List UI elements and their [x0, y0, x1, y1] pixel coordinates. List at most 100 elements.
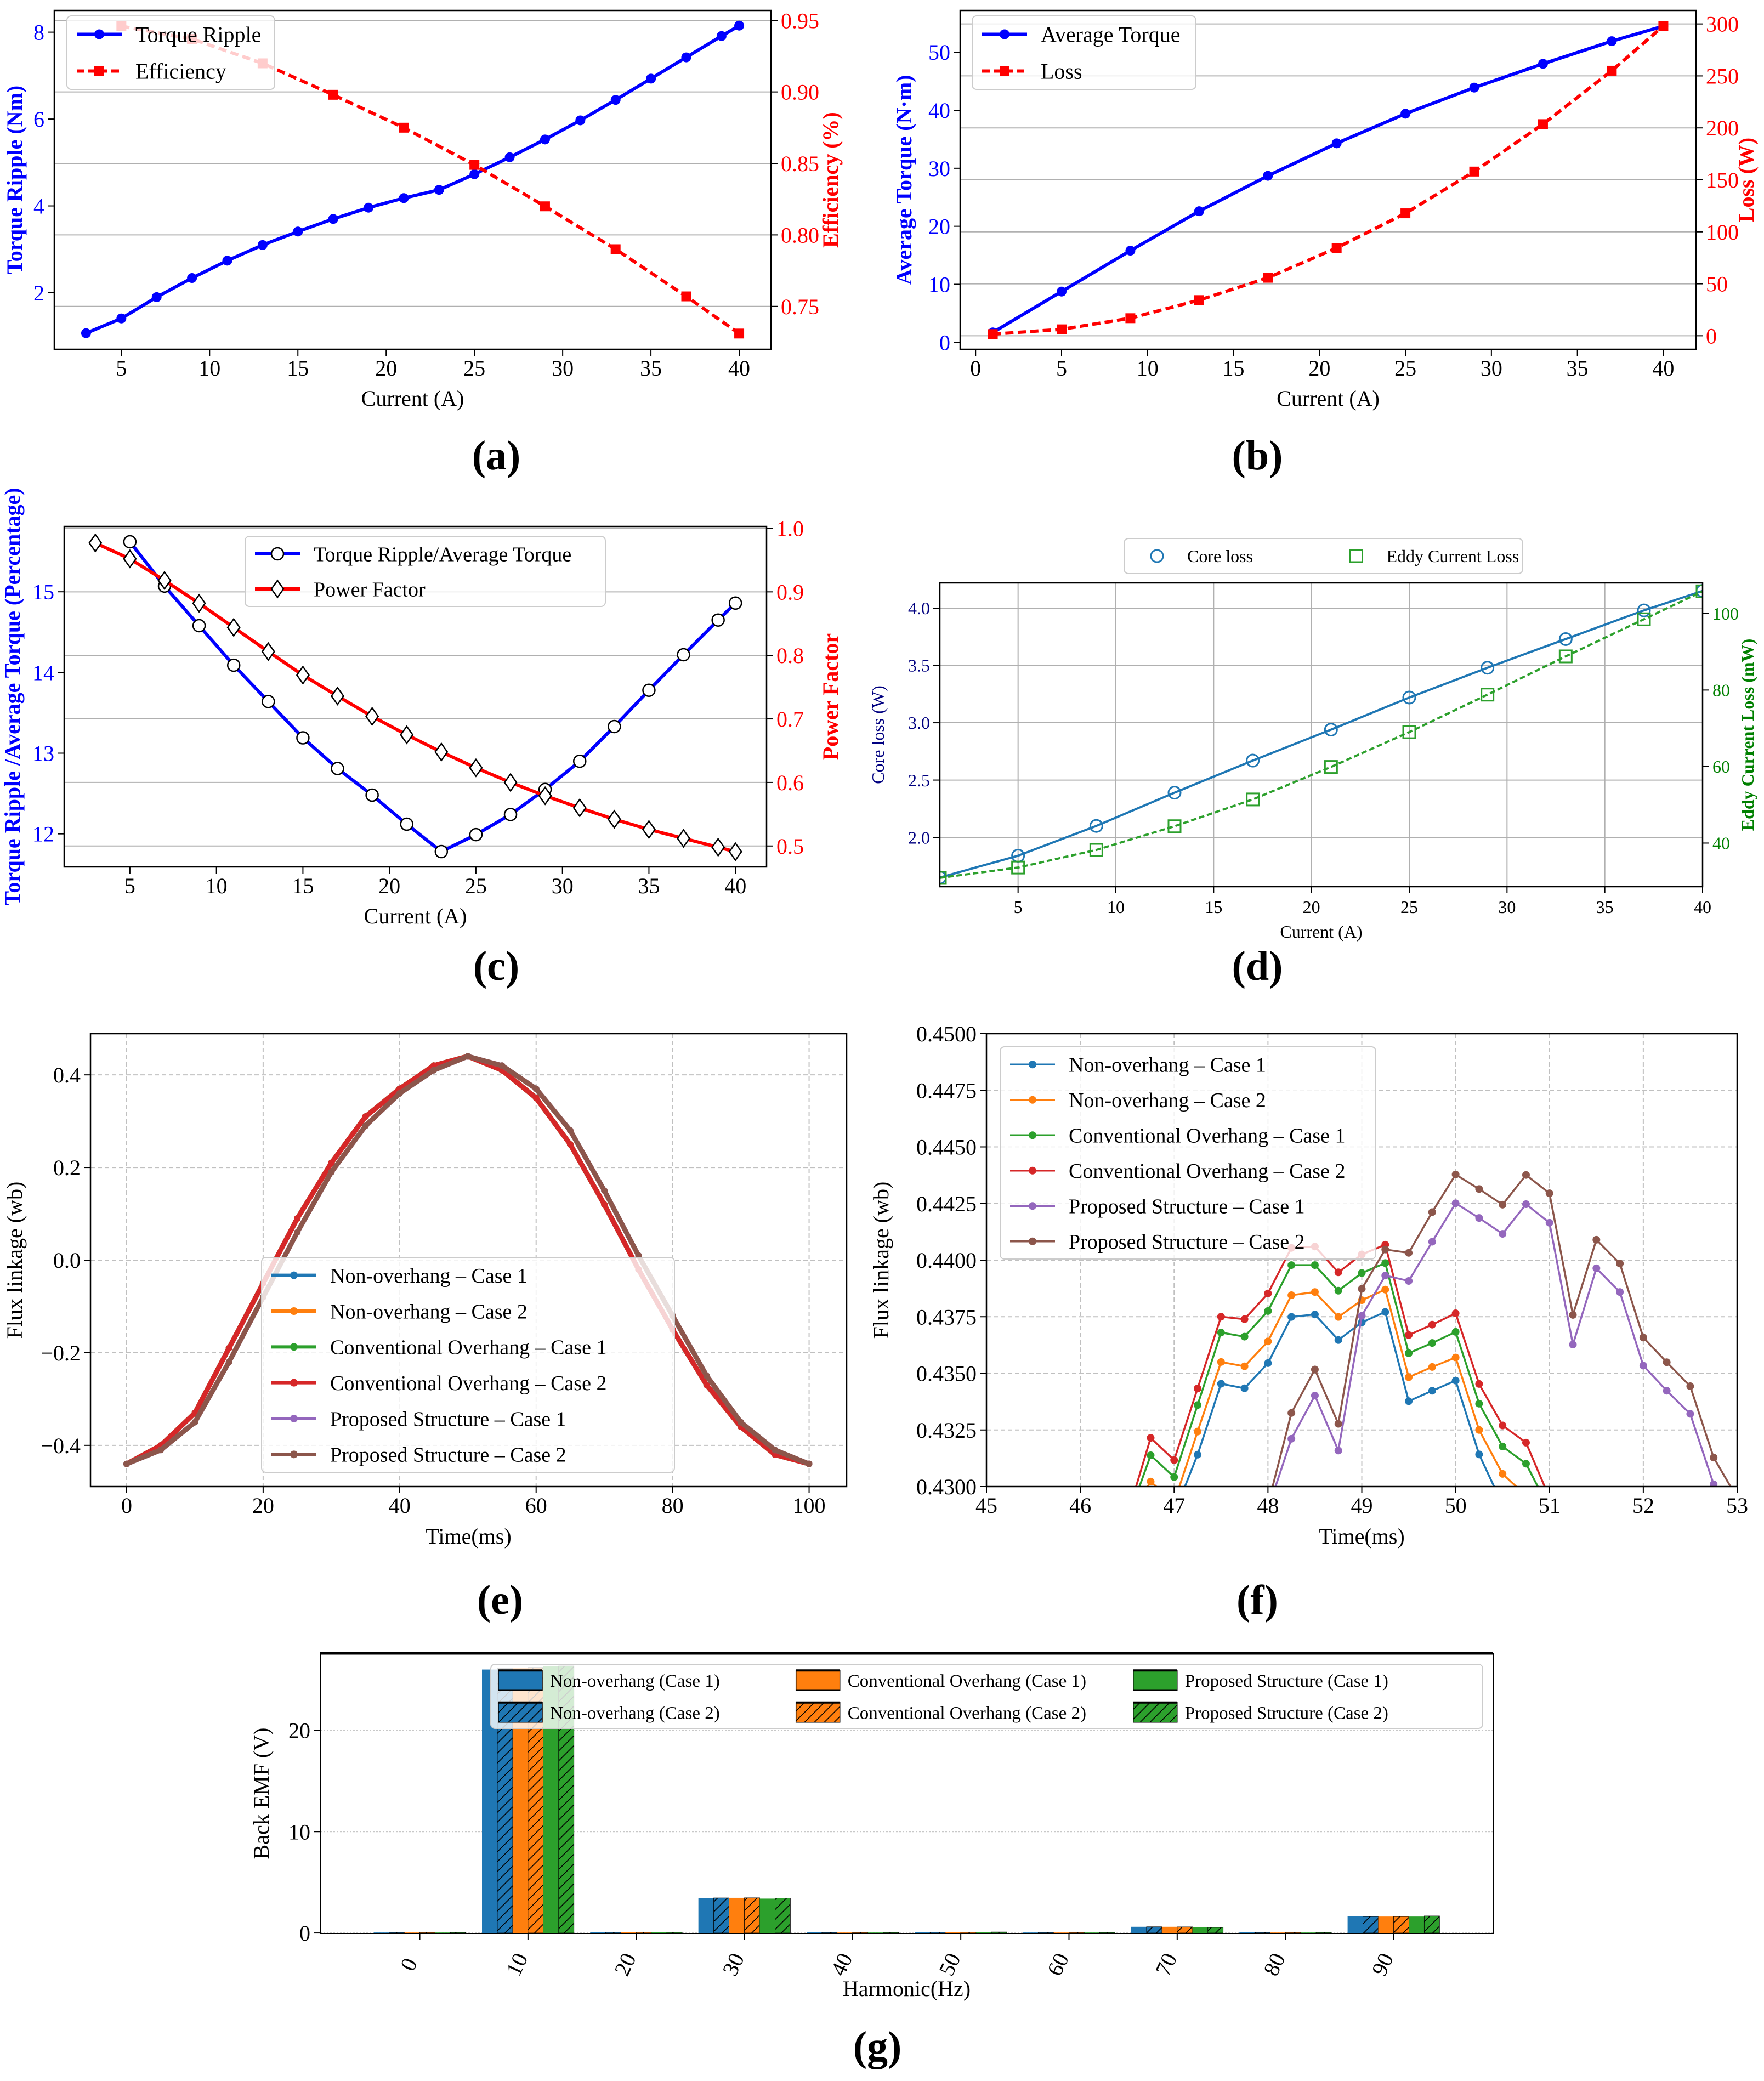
legend-item-core-loss: Core loss	[1150, 546, 1253, 566]
legend-item-torque-ripple-average-torque: Torque Ripple/Average Torque	[255, 543, 571, 566]
legend-marker	[290, 1307, 298, 1315]
legend-label: Proposed Structure – Case 2	[330, 1444, 566, 1467]
data-point-torque-ripple	[151, 292, 162, 302]
data-point-proposed-structure-case-1	[1381, 1272, 1389, 1280]
bar-conventional-overhang-case-1-90	[1378, 1916, 1394, 1933]
y-tick-label: 10	[288, 1819, 310, 1844]
data-point-eddy-current-loss	[1246, 792, 1260, 807]
bar-proposed-structure-case-2-70	[1207, 1927, 1224, 1933]
legend-label: Proposed Structure – Case 1	[330, 1408, 566, 1431]
data-point-proposed-structure-case-2	[1381, 1245, 1389, 1254]
subfigure-caption: (d)	[1232, 943, 1283, 989]
data-point-proposed-structure-case-2	[1311, 1365, 1319, 1374]
data-point-power-factor	[261, 642, 275, 661]
data-point-loss	[1607, 65, 1617, 76]
bar-conventional-overhang-case-1-80	[1270, 1932, 1286, 1933]
x-tick-label: 20	[1303, 897, 1320, 917]
data-point-power-factor	[469, 758, 483, 778]
data-point-torque-ripple	[364, 202, 374, 213]
x-tick-label: 100	[793, 1493, 826, 1518]
bar-conventional-overhang-case-1-40	[837, 1932, 853, 1933]
data-point-power-factor	[226, 617, 241, 637]
data-point-proposed-structure-case-2	[396, 1090, 403, 1097]
bar-proposed-structure-case-1-0	[435, 1932, 451, 1933]
legend-marker	[1349, 549, 1363, 563]
x-tick-label: 15	[1223, 356, 1245, 381]
data-point-core-loss	[1637, 603, 1651, 617]
data-point-torque-ripple	[222, 256, 232, 266]
subfigure-caption: (e)	[477, 1577, 523, 1623]
bar-conventional-overhang-case-1-30	[729, 1897, 745, 1933]
data-point-conventional-overhang-case-2	[1217, 1313, 1225, 1321]
x-tick-label: 15	[1205, 897, 1222, 917]
y-tick-label: 50	[928, 40, 950, 65]
chart-g: 0 10 20 30 40 50 60 70 80 9001020Harmonic(Hz)Back…	[249, 1652, 1494, 2069]
y-tick-label: 0.4450	[916, 1135, 977, 1160]
data-point-proposed-structure-case-2	[1522, 1171, 1530, 1179]
legend-label: Conventional Overhang – Case 2	[1069, 1160, 1345, 1183]
x-tick-label: 60	[525, 1493, 547, 1518]
legend-marker	[290, 1450, 298, 1459]
x-tick-label: 10	[1137, 356, 1159, 381]
data-point-power-factor	[642, 820, 656, 840]
data-point-conventional-overhang-case-2	[1147, 1434, 1155, 1442]
legend-marker	[1029, 1096, 1036, 1104]
data-point-non-overhang-case-2	[1194, 1427, 1202, 1436]
data-point-torque-ripple-average-torque	[331, 762, 344, 775]
data-point-conventional-overhang-case-1	[1287, 1261, 1296, 1269]
y2-tick-label: 0.9	[776, 580, 804, 604]
y-tick-label: 4	[33, 194, 44, 219]
data-point-proposed-structure-case-1	[1475, 1214, 1483, 1222]
y2-tick-label: 100	[1712, 604, 1739, 623]
data-point-proposed-structure-case-2	[1592, 1235, 1601, 1244]
data-point-conventional-overhang-case-1	[1405, 1349, 1413, 1357]
data-point-proposed-structure-case-1	[1311, 1391, 1319, 1399]
legend-item-non-overhang-case-2: Non-overhang – Case 2	[1010, 1089, 1266, 1112]
series-line-torque-ripple	[85, 24, 740, 335]
y-tick-label: 0.2	[53, 1155, 81, 1180]
data-point-conventional-overhang-case-2	[1451, 1309, 1460, 1318]
data-point-conventional-overhang-case-1	[1522, 1460, 1530, 1468]
legend-label: Non-overhang – Case 2	[330, 1300, 528, 1323]
x-tick-label: 0	[121, 1493, 132, 1518]
x-tick-label: 25	[1394, 356, 1416, 381]
data-point-power-factor	[728, 842, 742, 861]
data-point-proposed-structure-case-1	[1334, 1447, 1342, 1455]
data-point-non-overhang-case-1	[1451, 1376, 1460, 1385]
series-group	[81, 20, 745, 339]
x-tick-label: 30	[552, 356, 574, 381]
legend-label: Conventional Overhang (Case 1)	[848, 1671, 1086, 1691]
data-point-torque-ripple	[610, 95, 621, 105]
legend-item-conventional-overhang-case-1: Conventional Overhang – Case 1	[271, 1336, 606, 1359]
x-tick-label: 30	[552, 874, 574, 898]
x-tick-label: 52	[1632, 1493, 1654, 1518]
data-point-power-factor	[711, 837, 725, 857]
tick-labels: 5 10 15 20 25 30 35 40 2 4 6 8 0.75 0.80 0.85 0.90 0.95	[33, 8, 819, 381]
data-point-proposed-structure-case-2	[1475, 1185, 1483, 1193]
data-point-efficiency	[610, 244, 621, 254]
tick-labels: 0 5 10 15 20 25 30 35 40 0 10 20 30 40 50 0 50 100 150 200 2…	[928, 12, 1739, 381]
data-point-torque-ripple-average-torque	[226, 658, 241, 672]
data-point-torque-ripple	[734, 20, 745, 31]
data-point-proposed-structure-case-2	[738, 1419, 745, 1426]
x-tick-label: 40	[1652, 356, 1674, 381]
legend-item-conventional-overhang-case-2: Conventional Overhang – Case 2	[1010, 1160, 1345, 1183]
legend-label: Conventional Overhang – Case 1	[330, 1336, 606, 1359]
chart-c: 5 10 15 20 25 30 35 40 12 13 14 15 0.5 0.6 0.7 0.8 0.9 1.…	[0, 487, 843, 989]
x-tick-label: 40	[1694, 897, 1711, 917]
x-tick-label: 25	[463, 356, 485, 381]
y2-tick-label: 200	[1706, 116, 1739, 140]
data-point-torque-ripple	[540, 134, 550, 145]
data-point-core-loss	[1324, 723, 1338, 737]
x-tick-label: 20	[252, 1493, 274, 1518]
data-point-proposed-structure-case-1	[1358, 1312, 1366, 1320]
y2-tick-label: 0.7	[776, 707, 804, 732]
data-point-power-factor	[123, 549, 137, 569]
x-tick-label: 15	[292, 874, 314, 898]
data-point-power-factor	[607, 809, 621, 829]
bar-conventional-overhang-case-2-50	[960, 1932, 977, 1933]
data-point-torque-ripple-average-torque	[400, 817, 413, 831]
x-tick-label: 5	[124, 874, 135, 898]
legend-item-proposed-structure-case-1: Proposed Structure – Case 1	[1010, 1195, 1305, 1218]
y-tick-label: 0	[299, 1921, 310, 1946]
